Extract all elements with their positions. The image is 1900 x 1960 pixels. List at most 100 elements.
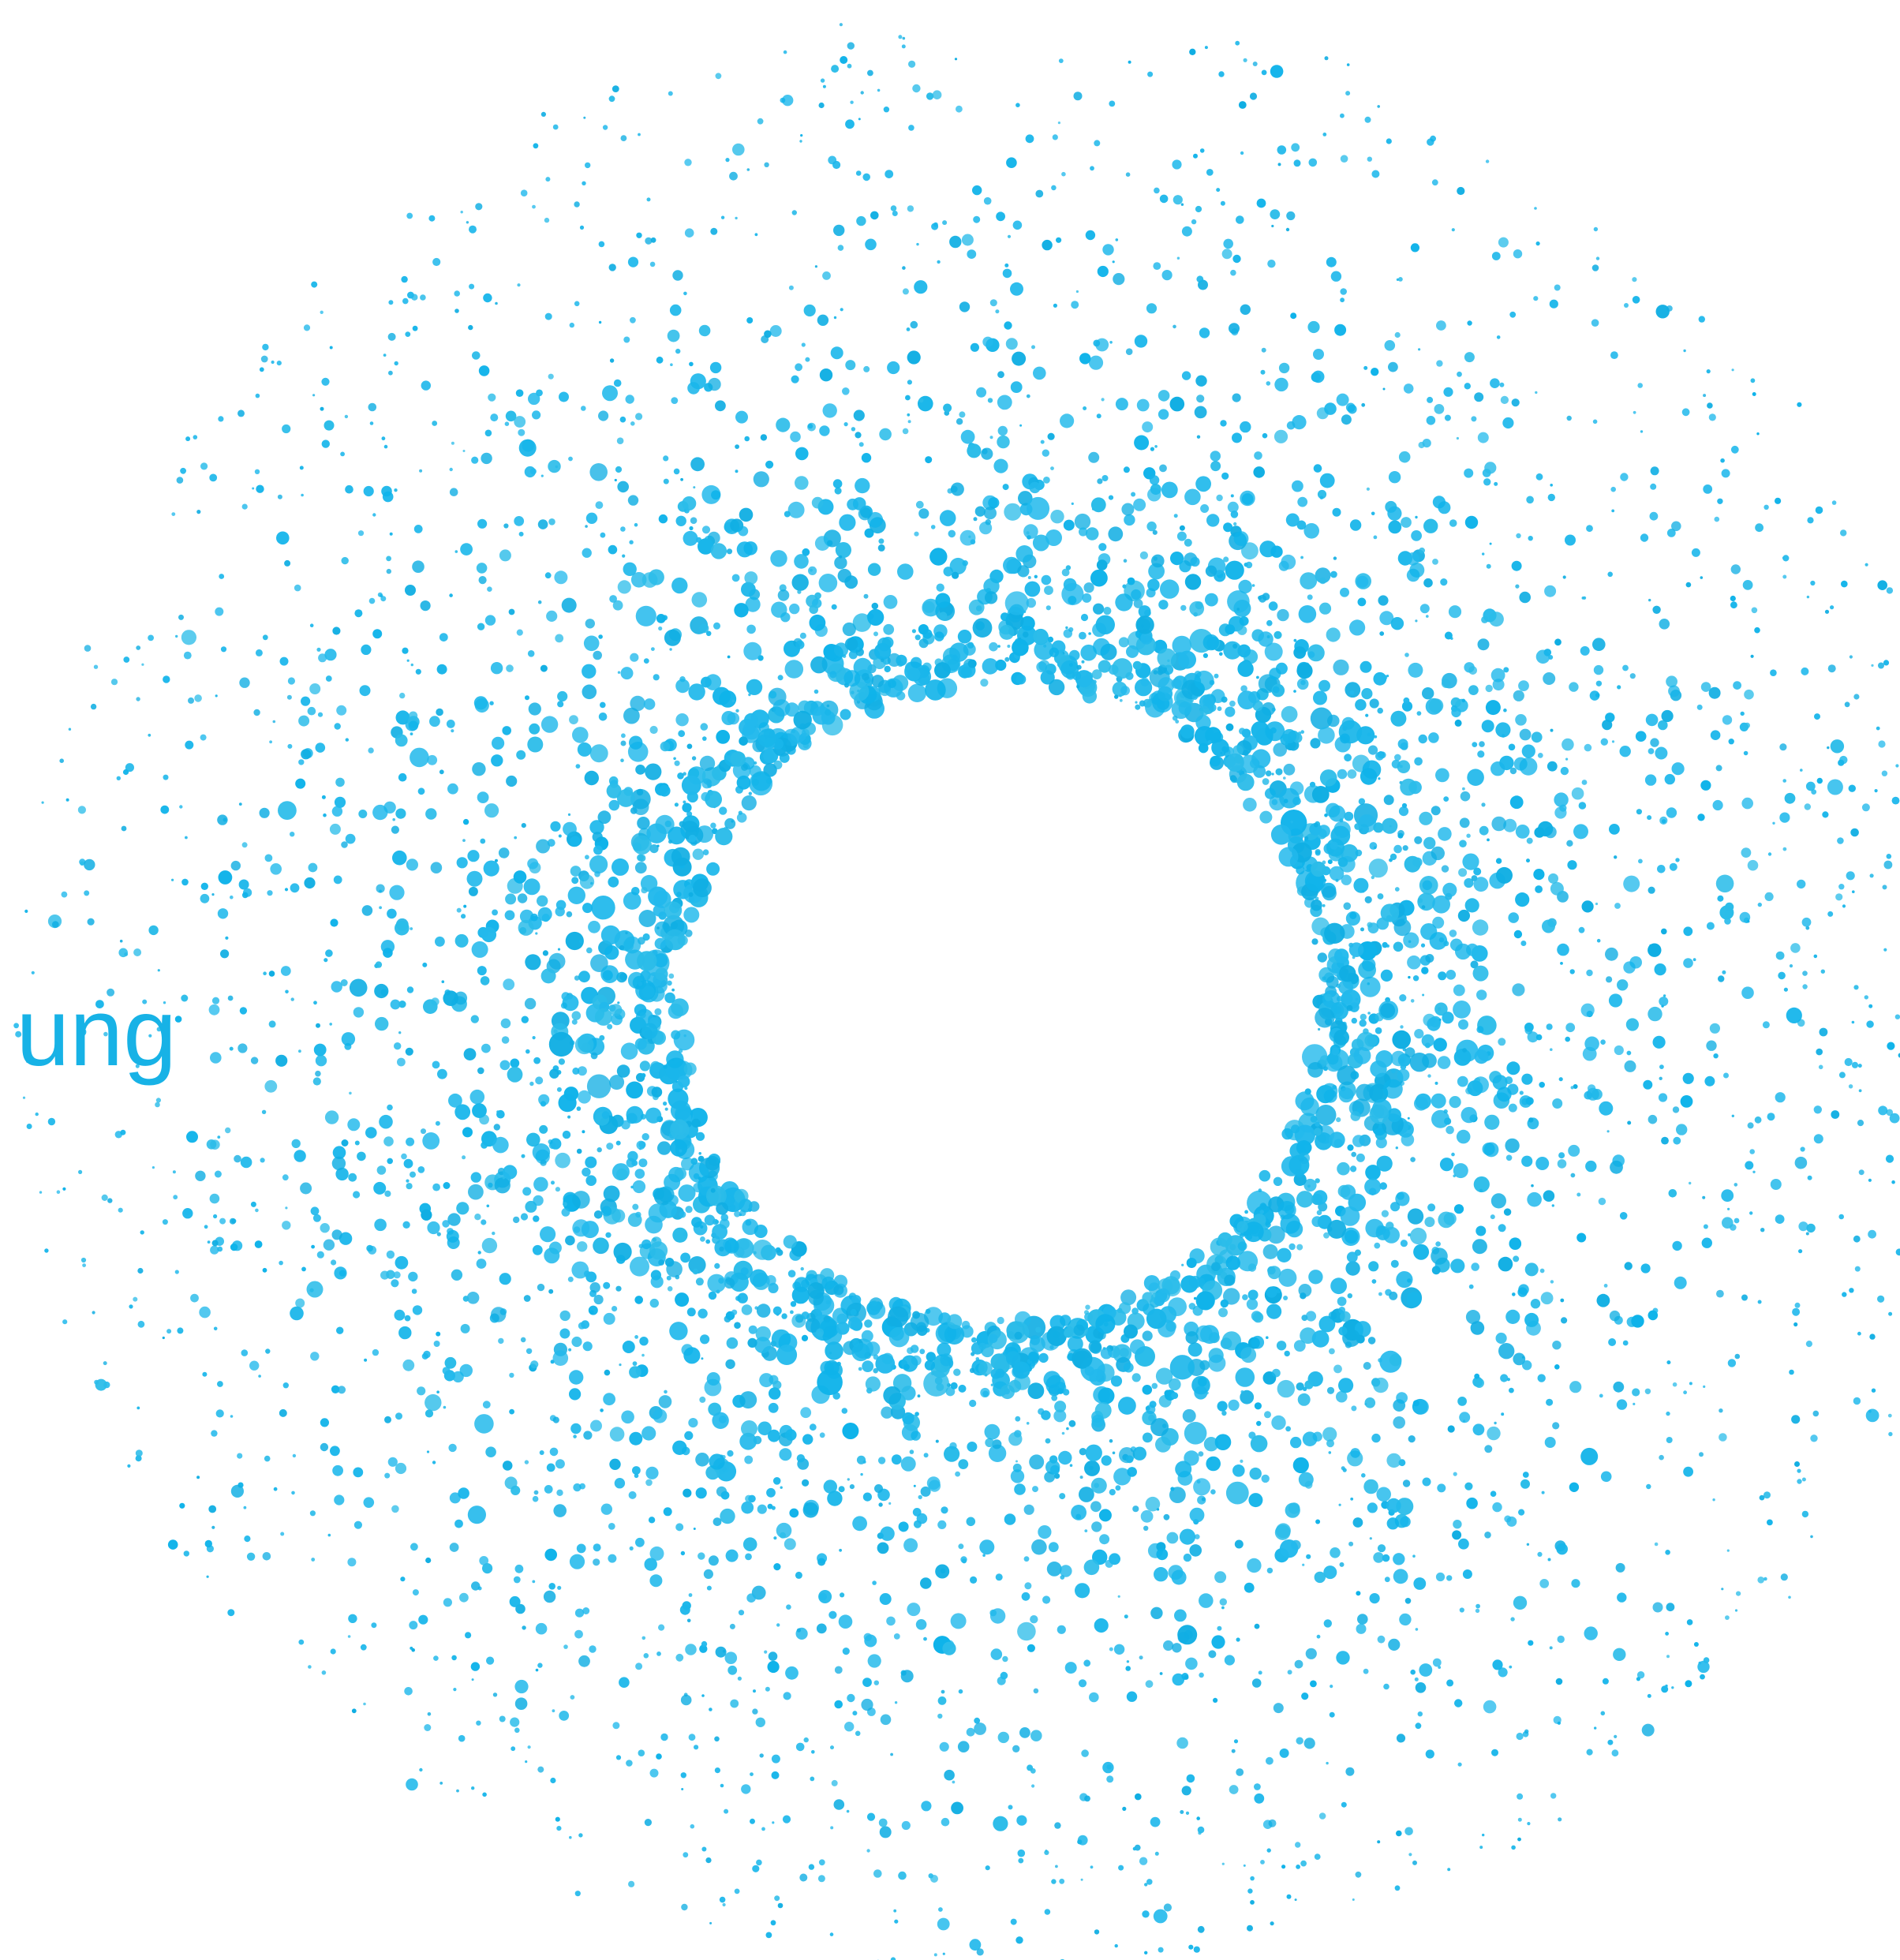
dot <box>1717 896 1723 902</box>
dot <box>513 1217 519 1223</box>
dot <box>548 460 560 473</box>
dot <box>1852 1062 1858 1068</box>
dot <box>1755 1117 1762 1124</box>
dot <box>1188 1945 1193 1950</box>
dot <box>1350 519 1361 530</box>
dot <box>491 1307 506 1322</box>
dot <box>931 525 936 529</box>
dot <box>889 1327 910 1348</box>
dot <box>1603 1678 1609 1685</box>
dot <box>443 1406 447 1409</box>
dot <box>753 1689 756 1693</box>
dot <box>345 485 353 494</box>
dot <box>1256 1421 1261 1426</box>
dot <box>1487 839 1490 842</box>
dot <box>1570 969 1575 974</box>
dot <box>503 978 514 990</box>
dot <box>816 1329 824 1337</box>
dot <box>696 1487 707 1498</box>
dot <box>464 1048 477 1060</box>
dot <box>1003 269 1012 279</box>
dot <box>702 526 710 533</box>
dot <box>1322 904 1326 907</box>
dot <box>926 92 933 99</box>
dot <box>1369 858 1388 877</box>
dot <box>332 627 340 634</box>
dot <box>1672 762 1685 775</box>
dot <box>435 937 445 947</box>
dot <box>1345 1341 1352 1348</box>
dot <box>1767 1113 1775 1120</box>
dot <box>1536 241 1540 245</box>
dot <box>1144 1275 1160 1291</box>
dot <box>683 1601 691 1610</box>
dot <box>1579 802 1587 810</box>
dot <box>665 1108 668 1111</box>
dot <box>967 1728 975 1737</box>
dot <box>1423 1478 1431 1487</box>
dot <box>1102 475 1109 481</box>
dot <box>1368 1261 1378 1271</box>
dot <box>530 468 537 474</box>
dot <box>1561 767 1569 775</box>
dot <box>524 1295 531 1302</box>
dot <box>765 461 773 469</box>
dot <box>1210 461 1221 471</box>
dot <box>1266 381 1271 386</box>
dot <box>1042 1595 1050 1603</box>
dot <box>606 1143 613 1150</box>
dot <box>1295 1842 1300 1847</box>
dot <box>213 1214 217 1218</box>
dot <box>548 1139 553 1144</box>
dot <box>582 1607 589 1614</box>
dot <box>934 1953 937 1956</box>
dot <box>628 742 649 762</box>
dot <box>1423 519 1438 533</box>
dot <box>556 900 567 911</box>
dot <box>755 233 758 236</box>
dot <box>320 311 324 314</box>
dot <box>1534 207 1537 210</box>
dot <box>1135 335 1147 347</box>
dot <box>412 560 425 573</box>
dot <box>727 1337 739 1349</box>
dot <box>1044 1850 1049 1855</box>
dot <box>1069 663 1073 667</box>
dot <box>559 392 569 402</box>
dot <box>1165 1321 1176 1332</box>
dot <box>1195 476 1211 492</box>
dot <box>785 1429 797 1441</box>
dot <box>1348 1194 1367 1212</box>
dot <box>1370 1593 1380 1603</box>
dot <box>1341 155 1348 163</box>
dot <box>585 619 595 628</box>
dot <box>700 1236 705 1242</box>
dot <box>752 1865 759 1872</box>
dot <box>542 914 550 922</box>
dot <box>1236 1768 1244 1776</box>
dot <box>1154 188 1160 194</box>
dot <box>1017 1622 1036 1641</box>
dot <box>317 1251 324 1259</box>
dot <box>267 890 272 896</box>
dot <box>1509 744 1516 751</box>
dot <box>1327 1220 1346 1239</box>
dot <box>710 228 717 235</box>
dot <box>1252 1678 1262 1688</box>
dot <box>1154 670 1158 675</box>
dot <box>1319 1316 1336 1333</box>
dot <box>1858 1064 1862 1068</box>
dot <box>907 327 911 331</box>
dot <box>487 586 492 592</box>
dot <box>261 356 268 363</box>
dot <box>1221 1607 1225 1610</box>
dot <box>1440 1158 1453 1171</box>
dot <box>1685 1680 1692 1687</box>
dot <box>230 896 234 900</box>
dot <box>1408 1208 1423 1224</box>
dot <box>845 638 858 650</box>
dot <box>541 968 556 983</box>
dot <box>1735 1354 1741 1360</box>
dot <box>1811 789 1816 795</box>
dot <box>689 526 693 530</box>
